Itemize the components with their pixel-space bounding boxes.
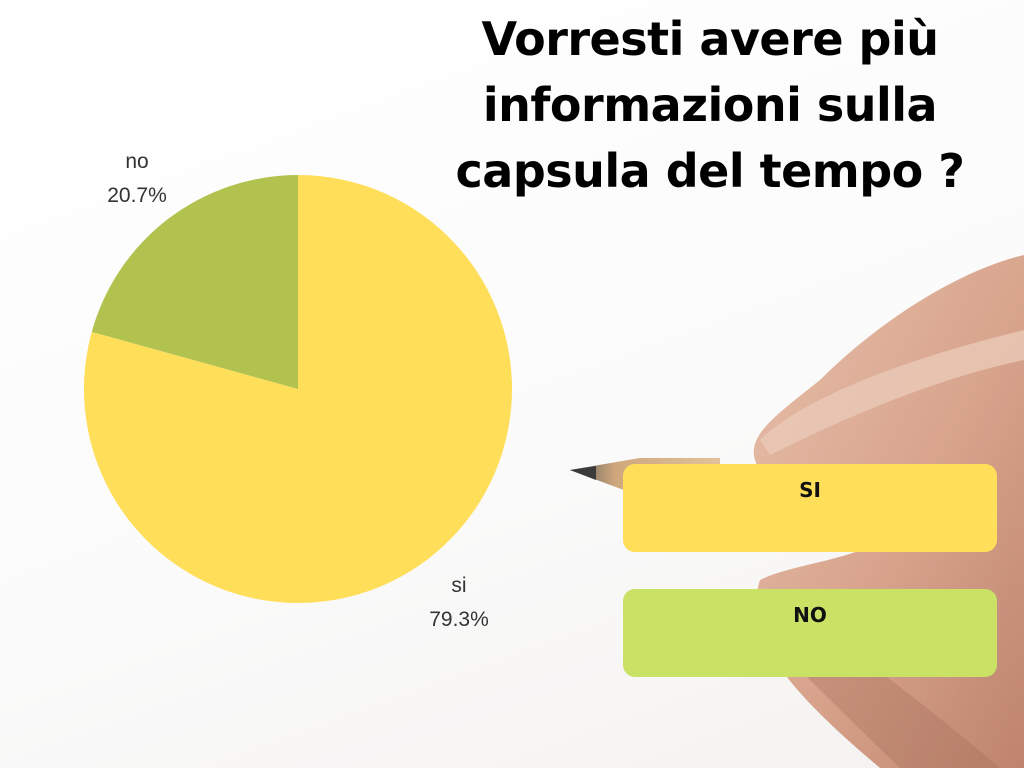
pie-slice-no: [91, 175, 299, 389]
title-line-2: informazioni sulla: [482, 78, 938, 132]
legend-si-box: SI: [623, 464, 997, 552]
legend-no-box: NO: [623, 589, 997, 677]
title-line-3: capsula del tempo ?: [455, 144, 965, 198]
legend-no-label: NO: [793, 603, 827, 627]
legend-si-label: SI: [799, 478, 821, 502]
slice-label-si: si: [451, 574, 466, 597]
slice-value-no: 20.7%: [107, 184, 167, 207]
title-line-1: Vorresti avere più: [481, 12, 939, 66]
slice-value-si: 79.3%: [429, 608, 489, 631]
chart-title: Vorresti avere più informazioni sulla ca…: [430, 6, 990, 204]
slice-label-no: no: [125, 150, 148, 173]
pie-slice-si: [83, 175, 512, 603]
